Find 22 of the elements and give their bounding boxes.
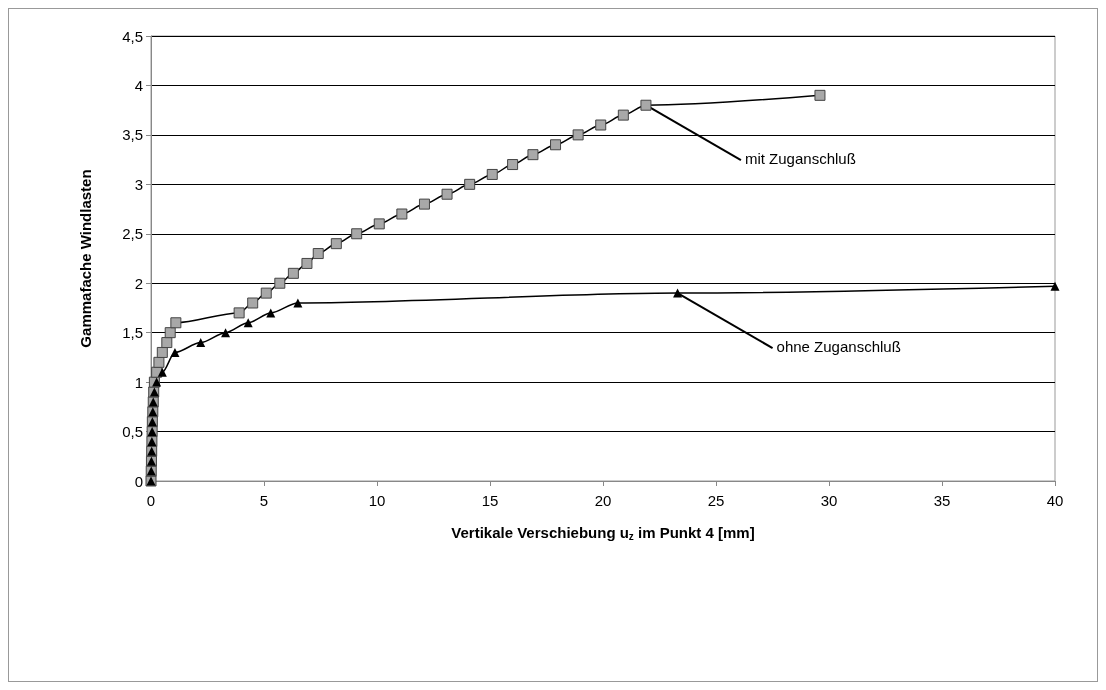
- x-tick-label: 0: [146, 492, 156, 509]
- y-tick-label: 2,5: [122, 225, 143, 243]
- y-tick-label: 0,5: [122, 423, 143, 441]
- y-tick-label: 1: [134, 373, 143, 391]
- x-tick-label: 15: [481, 492, 499, 509]
- x-tick-label: 30: [820, 492, 838, 509]
- y-tick-label: 0: [134, 472, 143, 490]
- y-tick-label: 2: [134, 274, 143, 292]
- y-tick-label: 4: [134, 76, 143, 94]
- x-tick-label: 10: [368, 492, 386, 509]
- annotation: ohne Zuganschluß: [776, 337, 901, 355]
- x-tick-label: 5: [259, 492, 269, 509]
- y-tick-label: 4,5: [122, 27, 143, 45]
- x-tick-label: 25: [707, 492, 725, 509]
- y-axis-title: Gammafache Windlasten: [77, 169, 94, 348]
- y-tick-label: 1,5: [122, 324, 143, 342]
- y-tick-label: 3: [134, 175, 143, 193]
- x-tick-label: 20: [594, 492, 612, 509]
- x-tick-label: 35: [933, 492, 951, 509]
- annotation: mit Zuganschluß: [744, 149, 856, 167]
- y-tick-label: 3,5: [122, 126, 143, 144]
- x-tick-label: 40: [1046, 492, 1064, 509]
